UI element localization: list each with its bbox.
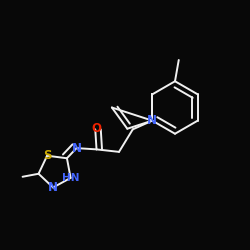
Text: O: O: [92, 122, 102, 134]
Text: N: N: [147, 114, 157, 127]
Text: N: N: [48, 181, 58, 194]
Text: N: N: [72, 142, 82, 154]
Text: HN: HN: [62, 173, 80, 183]
Text: S: S: [43, 149, 51, 162]
